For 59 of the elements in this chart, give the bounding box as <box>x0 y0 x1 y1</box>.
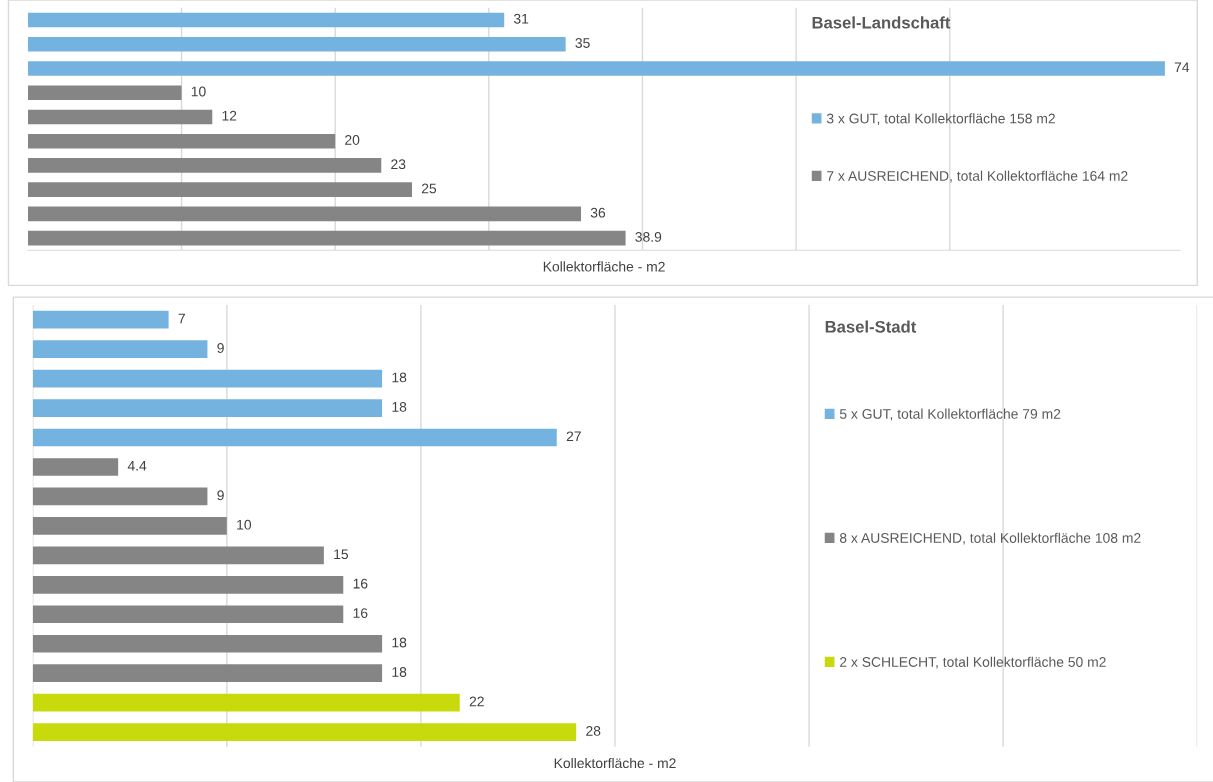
bar <box>27 61 1165 76</box>
data-label: 18 <box>392 401 407 412</box>
data-label: 18 <box>392 372 407 383</box>
data-label: 31 <box>513 13 529 24</box>
data-label: 9 <box>217 490 224 501</box>
data-label: 16 <box>353 578 368 589</box>
bar <box>32 340 208 358</box>
bar <box>27 206 582 222</box>
chart-title: Basel-Landschaft <box>812 16 951 29</box>
bar <box>27 109 213 125</box>
bar <box>32 693 460 712</box>
legend-label: 7 x AUSREICHEND, total Kollektorfläche 164 m2 <box>827 170 1128 183</box>
text: Basel-Stadt <box>825 320 917 333</box>
data-label: 4.4 <box>127 461 147 471</box>
data-label: 12 <box>222 110 237 121</box>
data-label: 10 <box>191 86 206 97</box>
bar <box>27 133 336 149</box>
legend-label: 3 x GUT, total Kollektorfläche 158 m2 <box>826 113 1055 126</box>
bar <box>32 605 344 624</box>
bar <box>27 36 566 52</box>
data-label: 15 <box>334 549 349 560</box>
bar <box>32 428 557 447</box>
data-label: 7 <box>178 313 185 324</box>
data-label: 9 <box>217 343 224 353</box>
data-label: 74 <box>1174 62 1190 73</box>
data-label: 23 <box>391 159 406 170</box>
x-axis-title: Kollektorfläche - m2 <box>543 261 665 272</box>
bar <box>32 310 169 329</box>
bar <box>32 546 324 565</box>
data-label: 16 <box>353 608 368 618</box>
bar <box>32 634 383 653</box>
bar <box>27 85 182 100</box>
data-label: 18 <box>392 667 407 677</box>
bar <box>27 12 505 28</box>
bar <box>27 230 626 246</box>
bar <box>32 458 119 476</box>
bar <box>27 182 413 197</box>
bar <box>32 369 383 388</box>
data-label: 27 <box>566 431 581 442</box>
legend-label: 8 x AUSREICHEND, total Kollektorfläche 108 m2 <box>839 532 1141 545</box>
data-label: 20 <box>345 135 360 145</box>
legend-label: 2 x SCHLECHT, total Kollektorfläche 50 m2 <box>840 656 1106 669</box>
data-label: 18 <box>392 637 407 648</box>
bar <box>32 575 344 594</box>
bar <box>32 517 227 535</box>
data-label: 28 <box>586 725 601 736</box>
data-label: 22 <box>469 696 484 707</box>
bar <box>32 399 383 417</box>
data-label: 36 <box>590 207 606 218</box>
legend-label: 5 x GUT, total Kollektorfläche 79 m2 <box>839 408 1061 421</box>
bar <box>32 487 208 506</box>
bar <box>27 158 382 173</box>
data-label: 10 <box>237 519 252 530</box>
bar <box>32 664 383 683</box>
data-label: 38.9 <box>635 232 662 242</box>
data-label: 35 <box>575 38 590 48</box>
data-label: 25 <box>421 183 437 194</box>
x-axis-title: Kollektorfläche - m2 <box>554 757 676 769</box>
bar <box>32 723 577 741</box>
